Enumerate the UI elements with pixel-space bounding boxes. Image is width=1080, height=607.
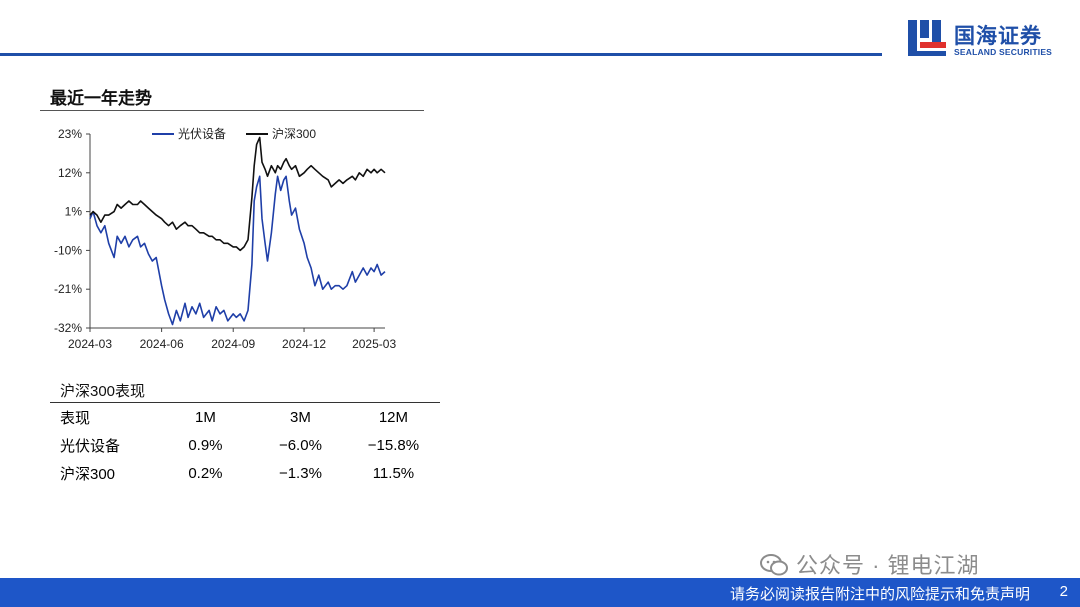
table-cell-label: 光伏设备 [60, 437, 121, 455]
header-rule [0, 53, 882, 56]
legend-label: 光伏设备 [178, 127, 226, 141]
table-header-cell: 表现 [60, 409, 91, 427]
brand-name-cn: 国海证券 [954, 25, 1042, 48]
table-row: 沪深300 0.2% −1.3% 11.5% [50, 459, 440, 487]
table-row: 光伏设备 0.9% −6.0% −15.8% [50, 431, 440, 459]
y-tick-label: 23% [58, 127, 82, 141]
page-number: 2 [1059, 583, 1068, 600]
table-cell: 0.9% [188, 436, 223, 454]
y-tick-label: 12% [58, 166, 82, 180]
table-cell: 11.5% [372, 464, 415, 482]
brand-logo-icon [908, 20, 946, 56]
series-line-2 [89, 136, 386, 252]
x-tick-label: 2024-06 [140, 337, 184, 351]
section-title: 最近一年走势 [50, 89, 152, 108]
footer-bar: 请务必阅读报告附注中的风险提示和免责声明 2 [0, 578, 1080, 607]
table-header-cell: 1M [195, 408, 216, 426]
x-tick-label: 2024-12 [282, 337, 326, 351]
watermark: 公众号 · 锂电江湖 [760, 548, 980, 580]
section-rule [40, 110, 424, 111]
performance-title: 沪深300表现 [60, 383, 146, 400]
performance-rule [50, 402, 440, 403]
y-tick-label: -21% [54, 282, 82, 296]
y-tick-label: 1% [65, 205, 83, 219]
table-cell-label: 沪深300 [60, 465, 116, 483]
y-tick-label: -10% [54, 243, 82, 257]
x-tick-label: 2025-03 [352, 337, 396, 351]
footer-disclaimer: 请务必阅读报告附注中的风险提示和免责声明 [729, 586, 1030, 603]
table-cell: −15.8% [367, 436, 420, 454]
chart-series [89, 136, 386, 326]
brand-name-en: SEALAND SECURITIES [954, 47, 1053, 57]
x-tick-label: 2024-03 [68, 337, 112, 351]
table-cell: −6.0% [278, 436, 322, 454]
chart-x-ticks: 2024-03 2024-06 2024-09 2024-12 2025-03 [68, 328, 396, 351]
series-line-1 [89, 175, 386, 326]
x-tick-label: 2024-09 [211, 337, 255, 351]
table-cell: −1.3% [278, 464, 322, 482]
brand-logo: 国海证券 SEALAND SECURITIES [906, 16, 1066, 62]
legend-label: 沪深300 [272, 127, 316, 141]
wechat-icon [760, 554, 788, 576]
table-header-cell: 12M [378, 408, 408, 426]
performance-table: 表现 1M 3M 12M 光伏设备 0.9% −6.0% −15.8% 沪深30… [50, 403, 440, 487]
watermark-text: 公众号 · 锂电江湖 [796, 553, 980, 578]
trend-chart: 23%12%1%-10%-21%-32% 2024-03 2024-06 2024-… [54, 127, 396, 351]
table-header-cell: 3M [290, 408, 311, 426]
chart-y-ticks: 23% 12% 1% -10% -21% -32% [54, 127, 90, 335]
chart-axes [89, 134, 385, 329]
table-header-row: 表现 1M 3M 12M [50, 403, 440, 431]
chart-legend: 光伏设备 沪深300 [152, 127, 316, 141]
table-cell: 0.2% [188, 464, 223, 482]
y-tick-label: -32% [54, 321, 82, 335]
